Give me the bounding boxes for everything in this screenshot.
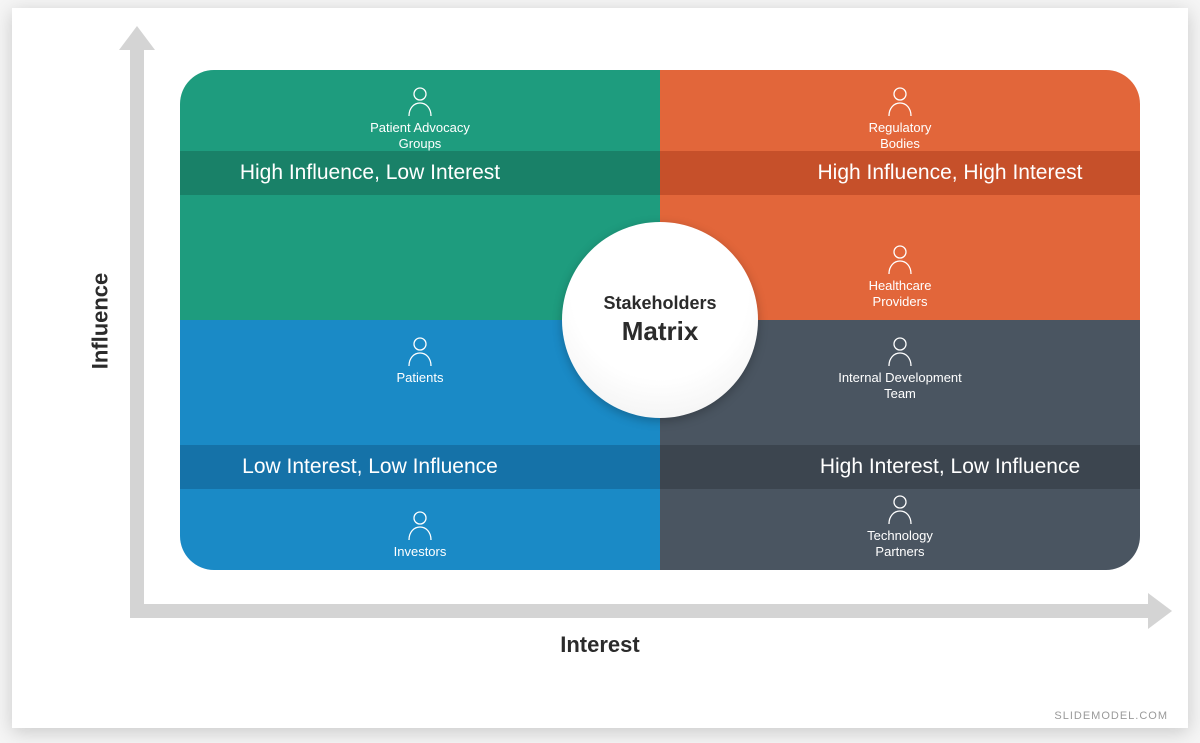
- center-circle: Stakeholders Matrix: [562, 222, 758, 418]
- person-icon: [886, 86, 914, 116]
- quadrant-band-label: Low Interest, Low Influence: [242, 455, 498, 479]
- stakeholder-label: RegulatoryBodies: [869, 120, 932, 153]
- stakeholder-technology-partners: TechnologyPartners: [660, 494, 1140, 561]
- center-title-line1: Stakeholders: [603, 293, 716, 314]
- person-icon: [886, 336, 914, 366]
- stakeholder-investors: Investors: [180, 510, 660, 560]
- person-icon: [886, 494, 914, 524]
- x-axis-label: Interest: [12, 632, 1188, 658]
- center-title-line2: Matrix: [622, 316, 699, 347]
- y-axis-label: Influence: [87, 273, 113, 370]
- quadrant-band: Low Interest, Low Influence: [180, 445, 660, 489]
- watermark: SLIDEMODEL.COM: [1054, 710, 1168, 722]
- y-axis-arrow: [130, 48, 144, 618]
- stakeholder-label: Patients: [397, 370, 444, 386]
- stakeholder-label: Patient AdvocacyGroups: [370, 120, 470, 153]
- quadrant-band-label: High Influence, Low Interest: [240, 161, 500, 185]
- quadrant-band: High Influence, High Interest: [660, 151, 1140, 195]
- quadrant-band: High Influence, Low Interest: [180, 151, 660, 195]
- quadrant-band: High Interest, Low Influence: [660, 445, 1140, 489]
- stakeholder-label: HealthcareProviders: [869, 278, 932, 311]
- stakeholder-regulatory-bodies: RegulatoryBodies: [660, 86, 1140, 153]
- x-axis-arrow: [130, 604, 1150, 618]
- stakeholder-label: TechnologyPartners: [867, 528, 933, 561]
- stakeholder-label: Investors: [394, 544, 447, 560]
- person-icon: [406, 86, 434, 116]
- stakeholder-matrix: Patient AdvocacyGroups High Influence, L…: [180, 70, 1140, 570]
- stakeholder-patient-advocacy-groups: Patient AdvocacyGroups: [180, 86, 660, 153]
- quadrant-band-label: High Influence, High Interest: [818, 161, 1083, 185]
- quadrant-band-label: High Interest, Low Influence: [820, 455, 1080, 479]
- person-icon: [406, 336, 434, 366]
- stakeholder-label: Internal DevelopmentTeam: [838, 370, 962, 403]
- person-icon: [406, 510, 434, 540]
- slide-card: Influence Interest Patient AdvocacyGroup…: [12, 8, 1188, 728]
- person-icon: [886, 244, 914, 274]
